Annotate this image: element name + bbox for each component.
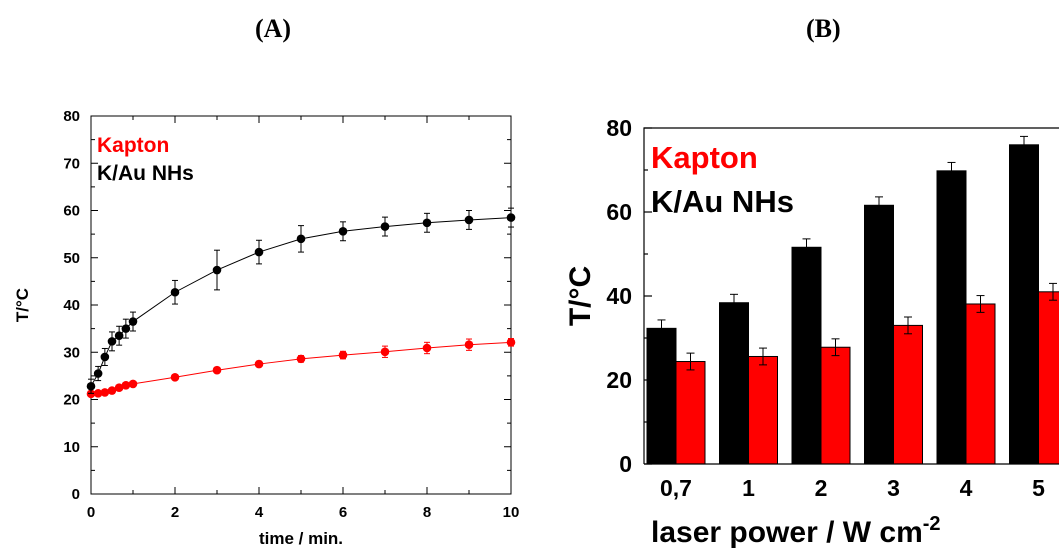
chart-a-x-tick-label: 8 <box>423 504 431 521</box>
chart-b-x-tick-label: 1 <box>742 475 755 501</box>
chart-b-x-axis-label: laser power / W cm-2 <box>651 513 941 549</box>
chart-a-y-tick-label: 70 <box>63 155 80 172</box>
chart-a-data-point <box>338 350 348 360</box>
chart-b-x-tick-label: 3 <box>887 475 900 501</box>
panel-a-label: (A) <box>255 14 292 43</box>
chart-a-y-tick-label: 30 <box>63 344 80 361</box>
chart-b-x-axis-label-main: laser power / W cm <box>651 516 923 549</box>
chart-a-data-point <box>212 265 222 275</box>
chart-b-bar <box>965 303 996 465</box>
chart-a-data-point <box>114 331 124 341</box>
chart-a-series-line <box>90 217 512 387</box>
chart-b-y-tick-label: 20 <box>606 367 632 393</box>
panel-b-label: (B) <box>806 14 841 43</box>
chart-a-legend-kau: K/Au NHs <box>97 162 194 185</box>
chart-a-y-tick-label: 60 <box>63 203 80 220</box>
chart-a: 0 2 4 6 8 10 0 10 20 30 40 50 60 70 80 Kapton K/Au NHs… <box>13 108 519 548</box>
chart-a-data-point <box>114 383 124 392</box>
chart-b-x-tick-label: 2 <box>815 475 828 501</box>
chart-b-x-tick-label: 4 <box>960 475 973 501</box>
chart-a-y-tick-label: 10 <box>63 439 80 456</box>
chart-a-data-point <box>93 369 103 378</box>
chart-b: 0,7 1 2 3 4 5 0 20 40 60 80 Kapton K/Au NHs laser … <box>564 115 1059 549</box>
chart-a-data-point <box>100 388 110 397</box>
chart-b-bar <box>719 302 749 465</box>
chart-a-data-point <box>296 354 306 364</box>
chart-a-data-point <box>422 343 432 353</box>
chart-a-data-point <box>107 386 117 395</box>
chart-a-data-point <box>254 247 264 257</box>
chart-b-bar <box>893 324 923 465</box>
chart-a-x-tick-label: 6 <box>339 504 347 521</box>
chart-b-bar <box>820 346 851 465</box>
chart-a-data-point <box>506 338 516 347</box>
chart-a-y-tick-label: 80 <box>63 108 80 125</box>
chart-a-legend-kapton: Kapton <box>97 134 169 157</box>
chart-a-data-point <box>121 324 131 333</box>
chart-b-bar <box>791 246 822 465</box>
chart-a-y-tick-label: 20 <box>63 392 80 409</box>
chart-b-y-axis-label: T/°C <box>564 266 597 326</box>
chart-a-data-point <box>254 359 264 369</box>
chart-a-data-point <box>422 218 432 228</box>
chart-b-y-tick-label: 60 <box>606 199 632 225</box>
chart-a-data-point <box>121 381 131 390</box>
chart-b-y-tick-label: 0 <box>619 451 632 477</box>
chart-a-data-point <box>93 389 103 398</box>
chart-b-bar <box>675 361 706 465</box>
chart-b-y-tick-label: 80 <box>606 115 632 141</box>
chart-b-bar <box>936 170 967 465</box>
chart-b-legend-kapton: Kapton <box>651 140 758 175</box>
chart-a-data-point <box>170 372 180 382</box>
chart-a-x-axis-label: time / min. <box>259 529 343 548</box>
chart-a-data-point <box>296 234 306 244</box>
chart-a-x-tick-label: 2 <box>171 504 179 521</box>
chart-b-bar <box>1009 144 1039 465</box>
chart-b-bar <box>646 327 677 465</box>
chart-a-data-point <box>128 317 138 326</box>
chart-a-data-point <box>86 381 96 391</box>
chart-a-x-tick-label: 0 <box>87 504 95 521</box>
chart-b-bar <box>864 204 894 465</box>
chart-b-frame <box>643 127 1059 465</box>
chart-a-data-point <box>212 365 222 375</box>
chart-b-x-tick-label: 0,7 <box>660 475 692 501</box>
chart-a-data-point <box>128 379 138 389</box>
chart-b-bar <box>748 355 778 465</box>
chart-a-data-point <box>170 287 180 297</box>
chart-a-y-axis-label: T/°C <box>13 288 32 322</box>
chart-a-y-tick-label: 40 <box>63 297 80 314</box>
chart-a-data-point <box>107 337 117 346</box>
chart-a-data-point <box>338 226 348 236</box>
chart-a-data-point <box>380 347 390 357</box>
chart-a-x-tick-label: 4 <box>255 504 264 521</box>
chart-a-data-point <box>506 213 516 222</box>
chart-b-y-tick-label: 40 <box>606 283 632 309</box>
chart-a-data-point <box>100 352 110 362</box>
chart-b-bar <box>1038 291 1059 465</box>
chart-b-x-tick-label: 5 <box>1032 475 1045 501</box>
chart-a-y-tick-label: 50 <box>63 250 80 267</box>
chart-a-data-point <box>464 340 474 349</box>
chart-a-series-line <box>90 341 512 395</box>
chart-a-x-tick-label: 10 <box>503 504 520 521</box>
chart-a-data-point <box>380 222 390 231</box>
chart-a-data-point <box>464 215 474 225</box>
chart-b-legend-kau: K/Au NHs <box>651 184 794 219</box>
chart-b-x-axis-label-sup: -2 <box>923 513 941 535</box>
chart-a-y-tick-label: 0 <box>72 486 80 503</box>
